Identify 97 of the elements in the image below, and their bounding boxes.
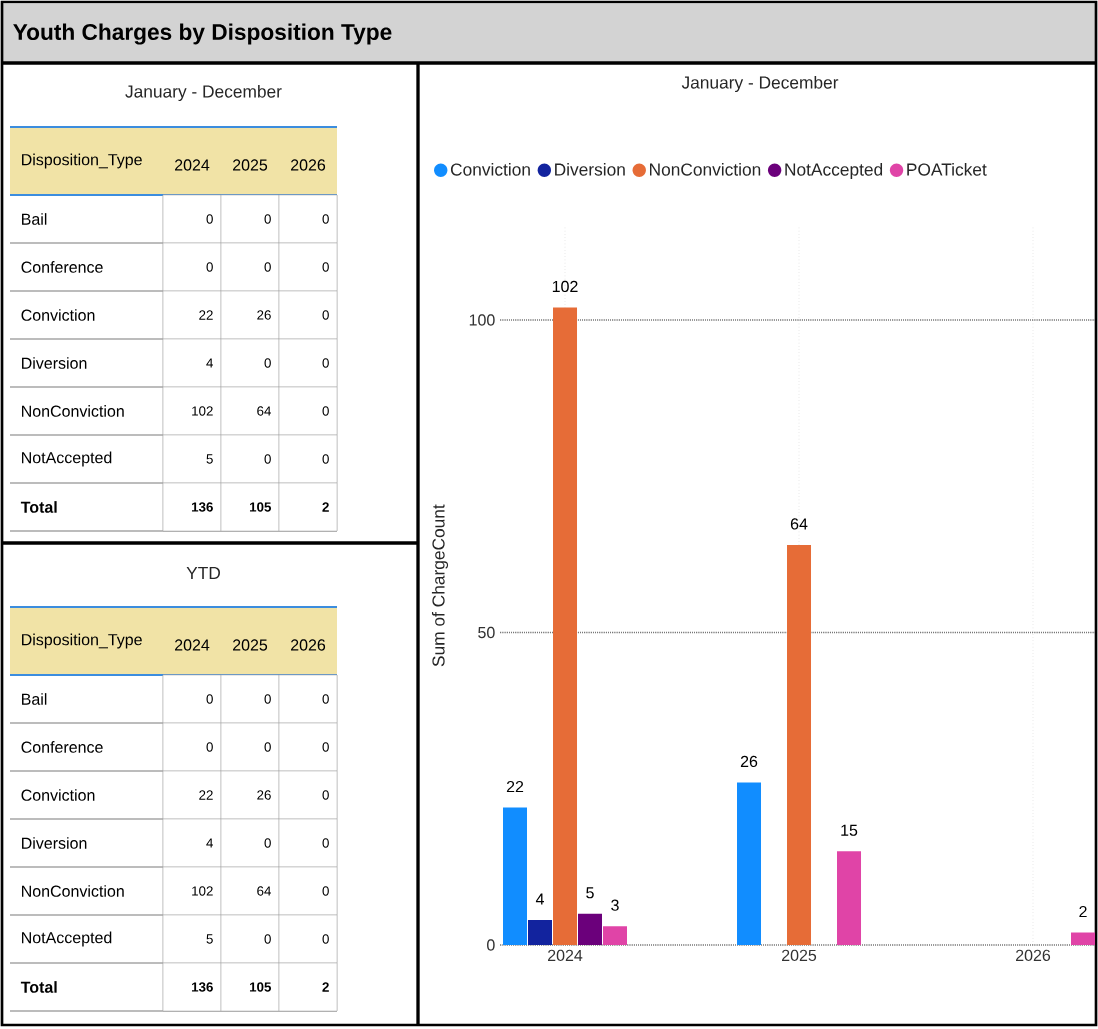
data-label: 26 [257,790,271,800]
data-label: 0 [322,742,329,752]
data-label: 0 [322,310,329,320]
x-tick-label: 2026 [291,159,326,171]
chart-title: January - December [681,75,839,93]
data-label: 0 [264,214,271,224]
legend-label: Diversion [555,162,625,176]
data-label: 64 [257,406,271,416]
data-label: 2 [1079,905,1087,918]
chart-subtitle: YTD [186,567,221,579]
data-label: 105 [249,982,272,992]
bar [837,851,862,945]
y-tick-label: Bail [22,213,47,225]
data-label: 0 [264,934,271,944]
data-label: 22 [506,780,524,793]
y-tick-label: Total [20,501,57,513]
data-label: 0 [264,358,271,368]
data-label: 102 [552,280,578,293]
y-tick-label: Conviction [21,789,95,801]
data-label: 22 [199,790,213,800]
bar [737,782,762,945]
y-tick-label: Diversion [22,357,87,369]
data-label: 2 [322,982,329,992]
y-tick-label: Total [20,981,57,993]
x-tick-label: 2025 [782,949,817,962]
x-tick-label: 2024 [175,639,210,651]
x-tick-label: 2024 [175,159,210,171]
y-tick-label: 50 [478,626,495,639]
data-label: 64 [790,518,808,530]
x-tick-label: 2025 [233,639,268,651]
data-label: 0 [206,214,213,224]
data-label: 0 [322,406,329,416]
bar [503,807,528,945]
chart-title: Youth Charges by Disposition Type [13,23,392,45]
bar [578,913,603,945]
data-label: 105 [249,502,272,512]
data-label: 0 [322,886,329,896]
bar [553,307,578,945]
data-label: 0 [322,934,329,944]
data-label: 15 [841,824,858,836]
data-label: 0 [322,694,329,704]
data-label: 136 [191,982,213,992]
y-tick-label: Conviction [21,309,95,321]
y-tick-label: 100 [469,314,495,326]
data-label: 5 [206,934,213,944]
data-label: 5 [586,887,594,899]
y-tick-label: Diversion [22,837,87,849]
y-tick-label: Conference [21,261,103,273]
data-label: 0 [264,838,271,848]
data-label: 0 [264,262,271,272]
y-tick-label: NotAccepted [22,451,112,467]
data-label: 0 [322,262,329,272]
data-label: 102 [192,886,213,896]
data-label: 22 [199,310,213,320]
x-tick-label: 2026 [291,639,326,651]
y-axis-title: Sum of ChargeCount [431,504,449,667]
data-label: 4 [206,838,213,848]
y-axis-title: Disposition_Type [22,153,142,169]
data-label: 2 [322,502,329,512]
data-label: 0 [322,358,329,368]
data-label: 26 [257,310,271,320]
bar [1071,932,1096,945]
data-label: 102 [192,406,213,416]
y-tick-label: NonConviction [22,405,124,417]
y-tick-label: NotAccepted [22,931,112,947]
bar [787,545,812,945]
y-tick-label: 0 [487,939,495,951]
legend-label: NotAccepted [785,162,883,180]
data-label: 0 [206,262,213,272]
data-label: 0 [264,454,271,464]
data-label: 0 [322,214,329,224]
x-tick-label: 2026 [1016,949,1051,962]
data-label: 0 [206,694,213,704]
data-label: 0 [264,742,271,752]
x-tick-label: 2025 [233,159,268,171]
legend-label: NonConviction [650,162,761,176]
y-tick-label: NonConviction [22,885,124,897]
chart-subtitle: January - December [125,84,282,102]
data-label: 0 [322,454,329,464]
data-label: 3 [611,899,619,911]
bar [603,926,628,945]
data-label: 0 [264,694,271,704]
data-label: 136 [191,502,213,512]
data-label: 4 [535,893,544,905]
data-label: 0 [206,742,213,752]
data-label: 0 [322,838,329,848]
y-tick-label: Bail [22,693,47,705]
data-label: 4 [206,358,213,368]
data-label: 5 [206,454,213,464]
legend-label: POATicket [907,162,987,176]
y-tick-label: Conference [21,741,103,753]
data-label: 26 [740,755,758,768]
y-axis-title: Disposition_Type [22,633,142,649]
data-label: 0 [322,790,329,800]
bar [528,920,553,945]
data-label: 64 [257,886,271,896]
x-tick-label: 2024 [548,949,583,962]
